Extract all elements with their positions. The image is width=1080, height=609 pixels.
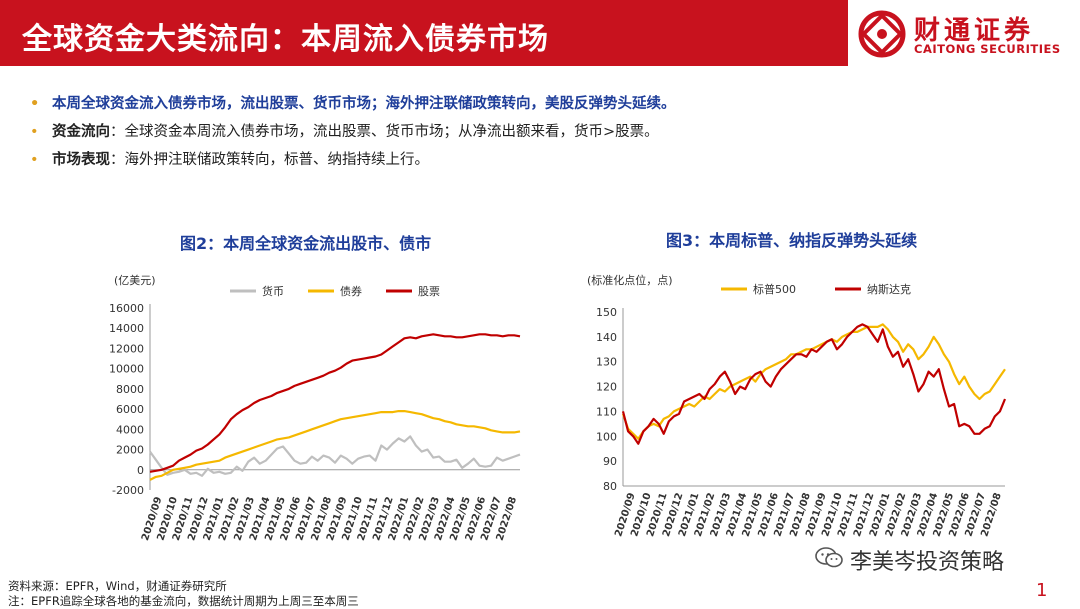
page-number: 1 [1036, 580, 1048, 601]
series-line-1 [149, 410, 521, 481]
y-tick-label: 150 [596, 306, 617, 319]
footer-source: 资料来源：EPFR，Wind，财通证券研究所 [8, 579, 227, 593]
y-tick-label: 8000 [116, 383, 144, 396]
chart2-title: 图3：本周标普、纳指反弹势头延续 [666, 231, 918, 250]
y-tick-label: 2000 [116, 444, 144, 457]
bullet-headline-text: 本周全球资金流入债券市场，流出股票、货币市场；海外押注联储政策转向，美股反弹势头… [52, 96, 676, 112]
y-tick-label: 4000 [116, 423, 144, 436]
y-tick-label: 100 [596, 430, 617, 443]
footer-note: 注：EPFR追踪全球各地的基金流向，数据统计周期为上周三至本周三 [8, 594, 359, 608]
legend-label-1: 债券 [340, 284, 362, 298]
bullet-fund-flow-key: 资金流向 [52, 124, 110, 140]
y-tick-label: 12000 [109, 342, 144, 355]
y-tick-label: 130 [596, 356, 617, 369]
series-line-2 [149, 333, 521, 473]
y-tick-label: 0 [137, 464, 144, 477]
bullet-market-text: ：海外押注联储政策转向，标普、纳指持续上行。 [110, 152, 429, 168]
y-tick-label: 14000 [109, 322, 144, 335]
legend-label-2: 股票 [418, 285, 440, 298]
index-chart: (标准化点位，点)80901001101201301401502020/0920… [587, 273, 1007, 538]
logo-text-en: CAITONG SECURITIES [914, 42, 1061, 56]
y-tick-label: -2000 [112, 484, 144, 497]
summary-bullets: • 本周全球资金流入债券市场，流出股票、货币市场；海外押注联储政策转向，美股反弹… [30, 90, 1050, 174]
series-line-0 [621, 323, 1006, 440]
bullet-dot: • [30, 124, 39, 140]
y-tick-label: 10000 [109, 363, 144, 376]
series-line-0 [149, 435, 521, 477]
series-line-1 [621, 323, 1007, 445]
y-tick-label: 6000 [116, 403, 144, 416]
title-bar: 全球资金大类流向：本周流入债券市场 [0, 0, 848, 66]
bullet-headline: • 本周全球资金流入债券市场，流出股票、货币市场；海外押注联储政策转向，美股反弹… [30, 90, 1050, 118]
logo-text-cn: 财通证券 [914, 16, 1035, 46]
bullet-dot: • [30, 96, 40, 112]
y-tick-label: 120 [596, 381, 617, 394]
y-tick-label: 80 [603, 480, 617, 493]
legend-label-0: 标普500 [753, 282, 796, 296]
y-tick-label: 16000 [109, 302, 144, 315]
legend-label-0: 货币 [262, 284, 284, 298]
unit-label: (标准化点位，点) [587, 273, 673, 287]
header: 全球资金大类流向：本周流入债券市场 财通证券 CAITONG SECURITIE… [0, 0, 1080, 66]
bullet-fund-flow-text: ：全球资金本周流入债券市场，流出股票、货币市场；从净流出额来看，货币>股票。 [110, 124, 659, 140]
chart1-title: 图2：本周全球资金流出股市、债市 [180, 234, 432, 253]
watermark-text: 李美岑投资策略 [850, 550, 1005, 575]
caitong-emblem-icon [858, 10, 906, 58]
caitong-logo: 财通证券 CAITONG SECURITIES [856, 8, 1076, 60]
unit-label: (亿美元) [114, 274, 156, 287]
y-tick-label: 140 [596, 331, 617, 344]
bullet-market: • 市场表现：海外押注联储政策转向，标普、纳指持续上行。 [30, 146, 1050, 174]
y-tick-label: 90 [603, 455, 617, 468]
bullet-market-key: 市场表现 [52, 152, 110, 168]
page-title: 全球资金大类流向：本周流入债券市场 [22, 22, 549, 57]
bullet-fund-flow: • 资金流向：全球资金本周流入债券市场，流出股票、货币市场；从净流出额来看，货币… [30, 118, 1050, 146]
bullet-dot: • [30, 152, 39, 168]
wechat-icon [815, 547, 843, 568]
y-tick-label: 110 [596, 405, 617, 418]
fund-flow-chart: (亿美元) -2000 0 2000 4000 6000 8000 10000 12000 140… [109, 274, 521, 542]
legend-label-1: 纳斯达克 [867, 283, 911, 296]
